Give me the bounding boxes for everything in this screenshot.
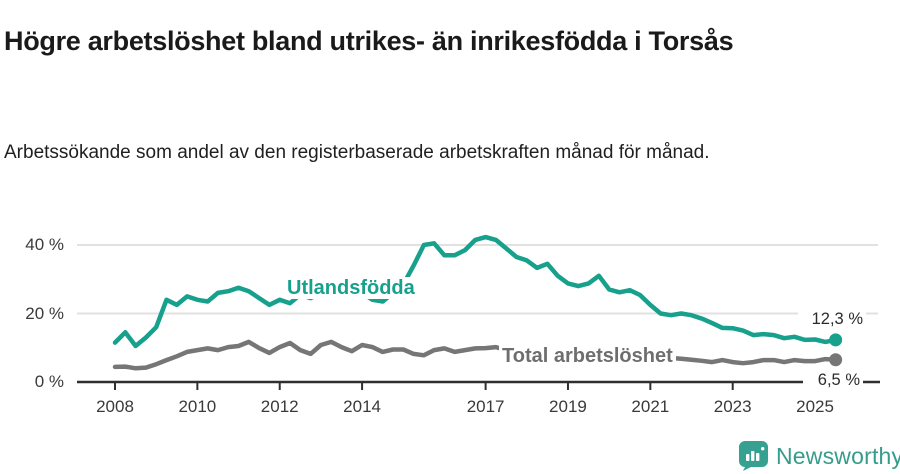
series-end-dot: [829, 353, 843, 367]
series-line: [112, 234, 838, 349]
y-axis-label: 0 %: [34, 372, 64, 391]
end-value-label-total: 6,5 %: [803, 370, 863, 390]
x-axis-label: 2019: [549, 397, 587, 416]
y-axis-label: 40 %: [25, 235, 64, 254]
series-line: [112, 339, 838, 371]
series-end-dot: [829, 333, 843, 347]
series-label-utlandsfodda: Utlandsfödda: [284, 277, 418, 299]
newsworthy-logo: Newsworthy: [739, 441, 900, 471]
x-axis-label: 2017: [466, 397, 505, 416]
end-value-label-utlandsfodda: 12,3 %: [798, 309, 866, 329]
x-axis-label: 2010: [178, 397, 217, 416]
newsworthy-wordmark: Newsworthy: [776, 443, 900, 469]
chart-subtitle: Arbetssökande som andel av den registerb…: [4, 142, 710, 163]
newsworthy-bubble-icon: [739, 441, 768, 471]
x-axis-label: 2021: [631, 397, 670, 416]
y-axis-label: 20 %: [25, 303, 64, 323]
x-axis-label: 2023: [713, 397, 752, 416]
x-axis-label: 2025: [796, 397, 834, 416]
page-title: Högre arbetslöshet bland utrikes- än inr…: [4, 26, 734, 57]
x-axis-label: 2012: [260, 397, 299, 416]
x-axis-label: 2008: [96, 397, 134, 416]
series-label-total-arbetsloshet: Total arbetslöshet: [499, 345, 676, 367]
x-axis-label: 2014: [343, 397, 381, 416]
